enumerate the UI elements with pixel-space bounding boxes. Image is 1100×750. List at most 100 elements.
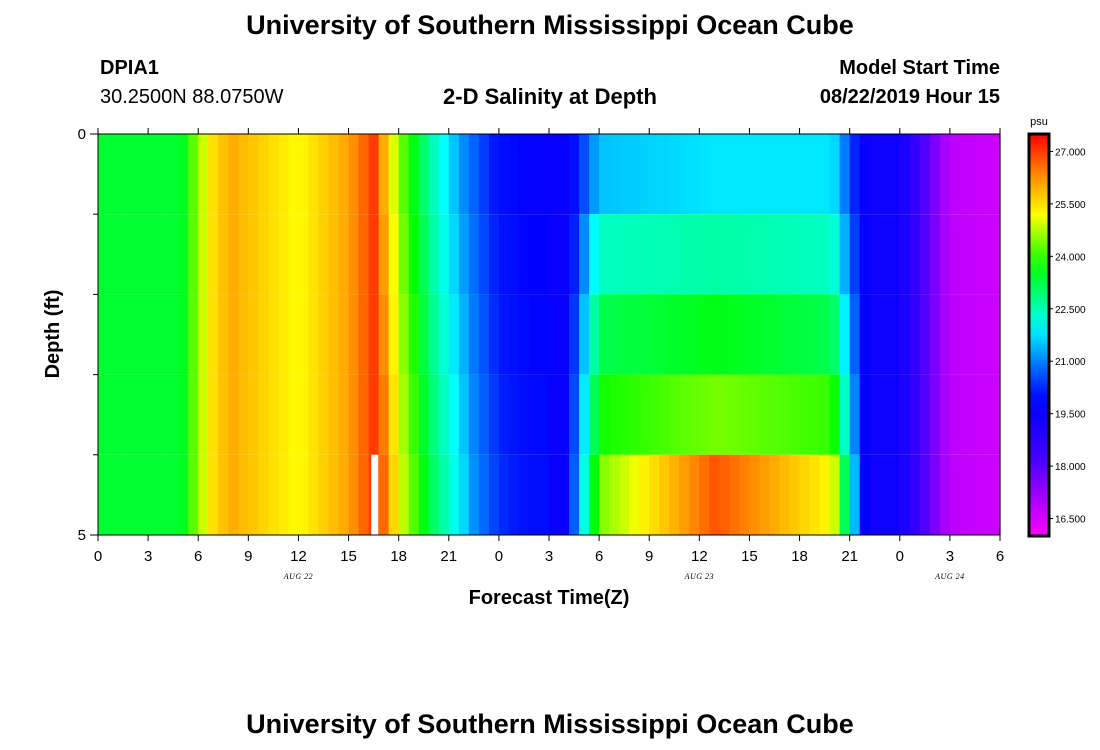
heatmap-cell bbox=[959, 454, 971, 535]
heatmap-cell bbox=[318, 294, 330, 375]
heatmap-cell bbox=[388, 454, 400, 535]
heatmap-cell bbox=[809, 374, 821, 455]
heatmap-cell bbox=[298, 454, 310, 535]
heatmap-cell bbox=[849, 294, 861, 375]
x-tick-label: 21 bbox=[841, 548, 858, 565]
heatmap-cell bbox=[318, 374, 330, 455]
heatmap-cell bbox=[949, 454, 961, 535]
heatmap-cell bbox=[579, 214, 590, 295]
heatmap-cell bbox=[378, 454, 390, 535]
heatmap-cell bbox=[158, 454, 169, 535]
heatmap-cell bbox=[829, 374, 841, 455]
heatmap-cell bbox=[518, 294, 530, 375]
heatmap-cell bbox=[809, 134, 821, 215]
heatmap-cell bbox=[138, 214, 149, 295]
heatmap-cell bbox=[729, 134, 741, 215]
page-title: University of Southern Mississippi Ocean… bbox=[246, 10, 854, 40]
heatmap-cell bbox=[258, 214, 269, 295]
heatmap-cell bbox=[739, 374, 751, 455]
colorbar-tick-label: 24.000 bbox=[1055, 252, 1086, 263]
heatmap-cell bbox=[378, 214, 390, 295]
x-tick-label: 12 bbox=[691, 548, 708, 565]
heatmap-cell bbox=[398, 374, 410, 455]
heatmap-cell bbox=[248, 134, 259, 215]
heatmap-cell bbox=[348, 454, 360, 535]
heatmap-cell bbox=[98, 454, 109, 535]
x-tick-label: 9 bbox=[244, 548, 252, 565]
heatmap-cell bbox=[759, 374, 771, 455]
heatmap-cell bbox=[869, 214, 881, 295]
heatmap-cell bbox=[839, 214, 851, 295]
x-tick-label: 3 bbox=[545, 548, 553, 565]
heatmap-cell bbox=[899, 294, 911, 375]
heatmap-cell bbox=[358, 134, 370, 215]
date-label: AUG 24 bbox=[934, 572, 964, 581]
heatmap-cell bbox=[959, 374, 971, 455]
heatmap-cell bbox=[819, 454, 831, 535]
heatmap-cell bbox=[248, 374, 259, 455]
heatmap-cell bbox=[308, 454, 320, 535]
heatmap-cell bbox=[428, 454, 440, 535]
heatmap-cell bbox=[458, 134, 470, 215]
heatmap-cell bbox=[919, 454, 931, 535]
heatmap-cell bbox=[889, 134, 901, 215]
heatmap-cell bbox=[408, 374, 420, 455]
heatmap-cell bbox=[438, 374, 450, 455]
heatmap-cell bbox=[398, 214, 410, 295]
heatmap-cell bbox=[979, 134, 991, 215]
heatmap-cell bbox=[168, 454, 179, 535]
heatmap-cell bbox=[779, 214, 791, 295]
heatmap-cell bbox=[549, 374, 560, 455]
heatmap-cell bbox=[188, 294, 199, 375]
heatmap-cell bbox=[939, 454, 951, 535]
heatmap-cell bbox=[348, 294, 360, 375]
heatmap-cell bbox=[729, 374, 741, 455]
heatmap-cell bbox=[989, 214, 1001, 295]
heatmap-cell bbox=[358, 454, 370, 535]
heatmap-cell bbox=[208, 294, 219, 375]
heatmap-cell bbox=[418, 294, 430, 375]
heatmap-cell bbox=[679, 134, 690, 215]
heatmap-cell bbox=[128, 454, 139, 535]
heatmap-cell bbox=[468, 214, 480, 295]
heatmap-cell bbox=[839, 134, 851, 215]
heatmap-cell bbox=[799, 134, 811, 215]
heatmap-cell bbox=[248, 454, 259, 535]
heatmap-cell bbox=[388, 214, 400, 295]
heatmap-cell bbox=[919, 294, 931, 375]
heatmap-cell bbox=[128, 294, 139, 375]
heatmap-cell bbox=[679, 454, 690, 535]
heatmap-cell bbox=[198, 134, 209, 215]
heatmap-cell bbox=[689, 294, 700, 375]
heatmap-cell bbox=[689, 214, 700, 295]
heatmap-cell bbox=[278, 454, 290, 535]
heatmap-cell bbox=[538, 374, 550, 455]
heatmap-cell bbox=[809, 214, 821, 295]
x-tick-label: 15 bbox=[340, 548, 357, 565]
heatmap-cell bbox=[498, 294, 510, 375]
heatmap-cell bbox=[368, 294, 380, 375]
heatmap-cell bbox=[528, 294, 540, 375]
heatmap-cell bbox=[338, 374, 350, 455]
station-coordinates: 30.2500N 88.0750W bbox=[100, 86, 284, 108]
heatmap-cell bbox=[619, 294, 630, 375]
heatmap-cell bbox=[368, 374, 380, 455]
heatmap-cell bbox=[879, 374, 891, 455]
heatmap-cell bbox=[328, 454, 340, 535]
heatmap-cell bbox=[849, 454, 861, 535]
heatmap-cell bbox=[108, 454, 119, 535]
heatmap-cell bbox=[769, 294, 781, 375]
heatmap-cell bbox=[308, 374, 320, 455]
heatmap-cell bbox=[398, 134, 410, 215]
heatmap-cell bbox=[98, 294, 109, 375]
heatmap-cell bbox=[268, 214, 279, 295]
heatmap-cell bbox=[799, 454, 811, 535]
heatmap-cell bbox=[669, 454, 680, 535]
heatmap-cell bbox=[879, 134, 891, 215]
heatmap-cell bbox=[709, 294, 720, 375]
heatmap-cell bbox=[448, 454, 460, 535]
heatmap-cell bbox=[498, 374, 510, 455]
heatmap-cell bbox=[228, 134, 239, 215]
heatmap-cell bbox=[989, 454, 1001, 535]
heatmap-cell bbox=[298, 214, 310, 295]
